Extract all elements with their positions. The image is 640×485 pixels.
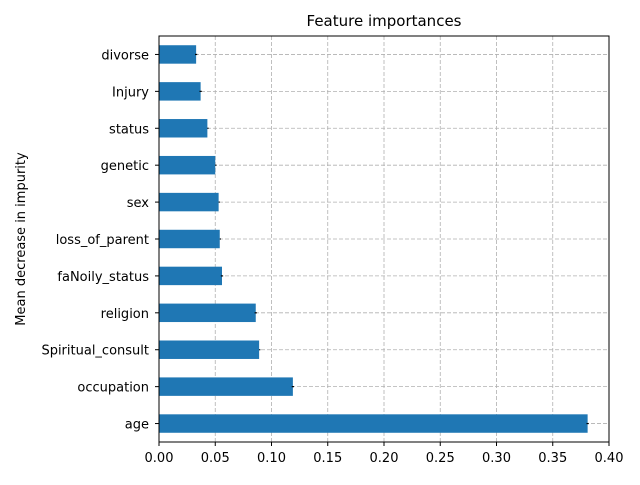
bar (159, 119, 208, 138)
y-tick-label: Spiritual_consult (41, 344, 149, 359)
y-tick-label: divorse (101, 48, 149, 63)
y-tick-label: Injury (112, 85, 149, 100)
x-tick-label: 0.40 (595, 451, 624, 466)
x-tick-label: 0.10 (257, 451, 286, 466)
bar (159, 155, 216, 175)
x-tick-label: 0.00 (145, 451, 174, 466)
bar (159, 414, 588, 433)
x-tick-label: 0.20 (370, 451, 399, 466)
x-tick-label: 0.30 (482, 451, 511, 466)
y-tick-label: loss_of_parent (56, 233, 149, 248)
plot-frame (158, 35, 610, 443)
x-tick-label: 0.25 (426, 451, 455, 466)
x-tick-label: 0.15 (313, 451, 342, 466)
y-tick-label: faNoily_status (57, 270, 149, 285)
y-tick-label: age (125, 418, 149, 433)
x-tick-label: 0.35 (538, 451, 567, 466)
bar (159, 45, 197, 64)
bars-layer (159, 45, 589, 433)
y-tick-label: sex (127, 196, 150, 211)
bar (159, 377, 293, 396)
axes-layer: 0.00 0.05 0.10 0.15 0.20 0.25 0.30 0.35 0.40 age o… (41, 35, 624, 466)
bar (159, 266, 222, 286)
y-tick-label: genetic (101, 159, 149, 174)
bar (159, 340, 260, 359)
y-tick-label: occupation (77, 381, 149, 396)
bar (159, 82, 201, 101)
y-axis-label: Mean decrease in impurity (14, 152, 29, 326)
bar (159, 229, 220, 249)
y-tick-label: religion (101, 307, 149, 322)
chart-title: Feature importances (307, 12, 462, 30)
y-tick-label: status (109, 122, 149, 137)
x-tick-label: 0.05 (201, 451, 230, 466)
bar (159, 303, 256, 323)
bar (159, 192, 219, 212)
